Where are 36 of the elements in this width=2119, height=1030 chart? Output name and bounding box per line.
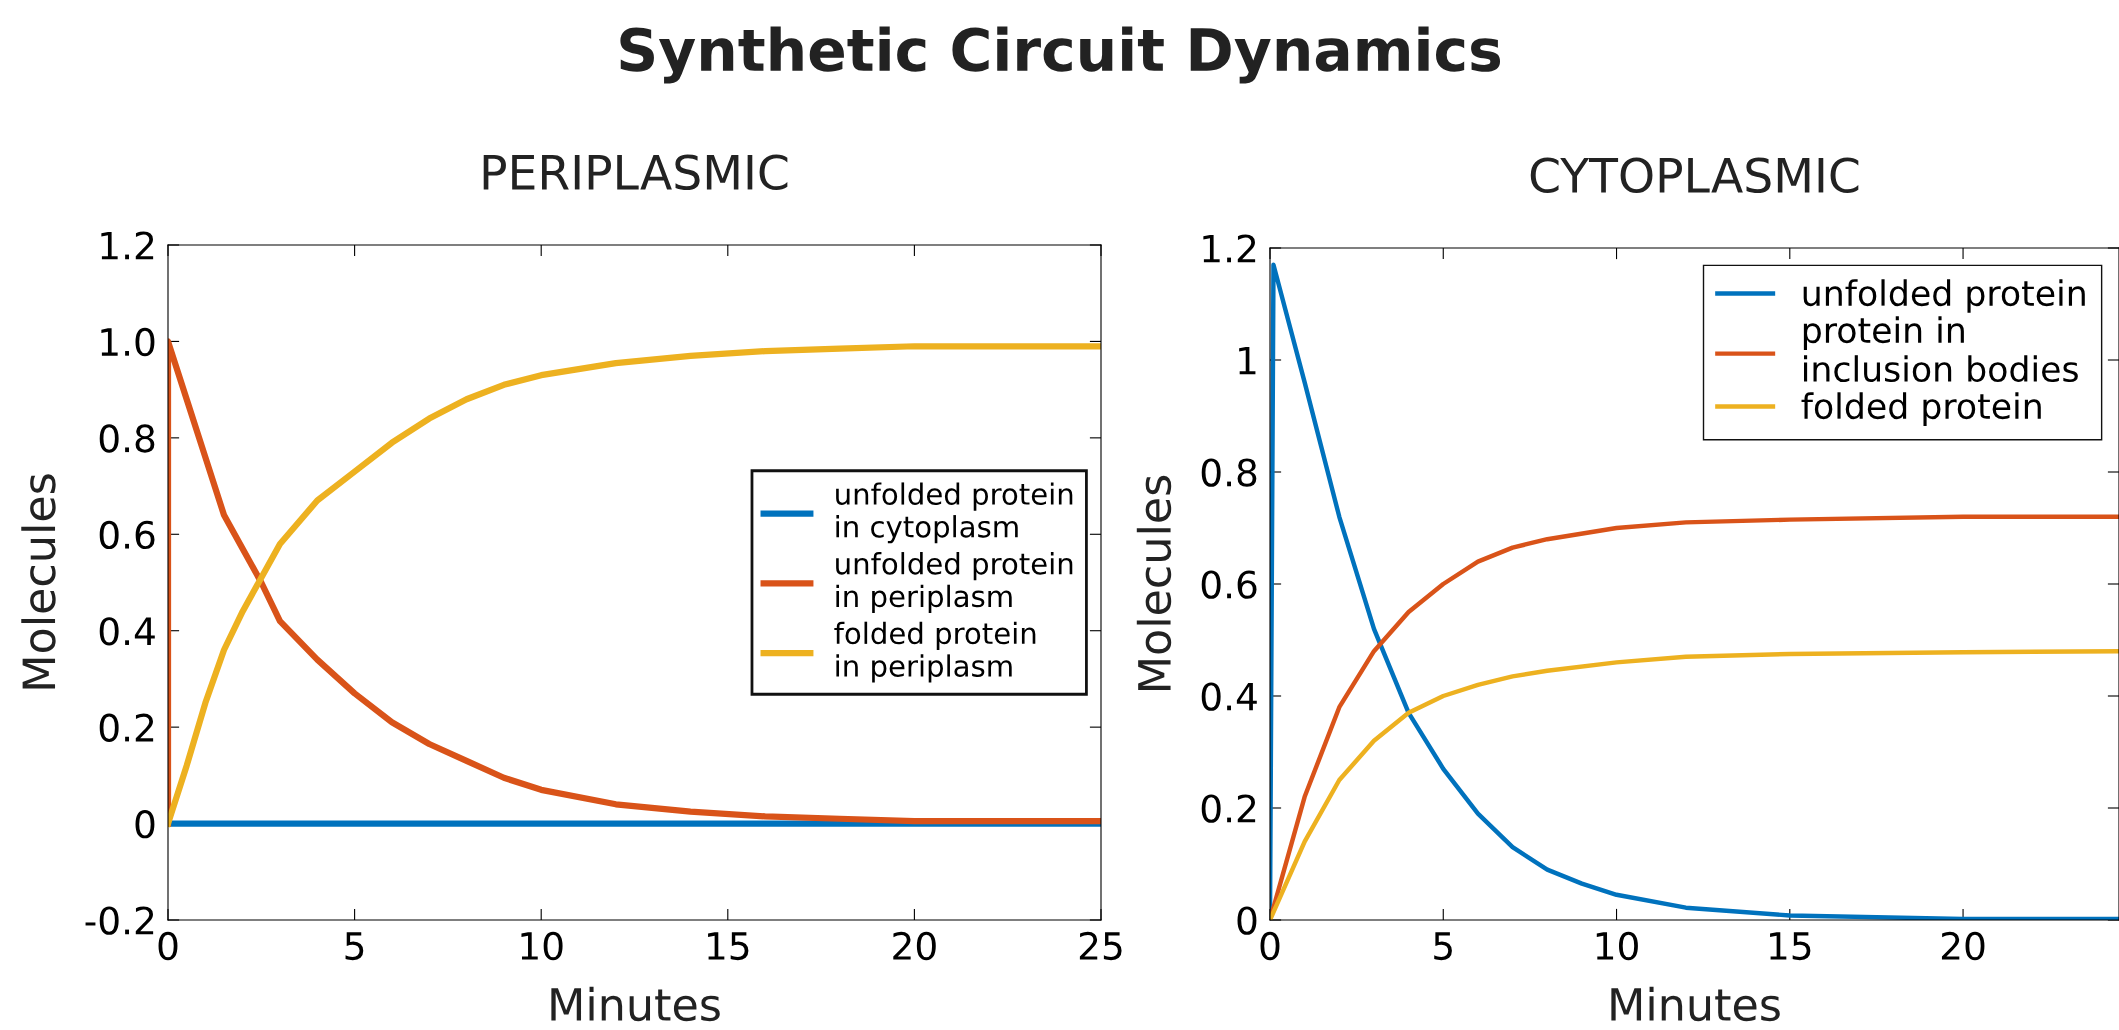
x-tick-label: 25 — [1079, 931, 1122, 961]
chart-subtitle: CYTOPLASMIC — [1530, 157, 1859, 194]
y-tick-label: 0.6 — [1201, 570, 1257, 599]
y-axis-title: Molecules — [21, 474, 56, 689]
x-tick-label: 10 — [1596, 931, 1638, 961]
x-tick-label: 20 — [893, 931, 936, 961]
y-axis-title: Molecules — [1136, 475, 1172, 690]
chart-title: Synthetic Circuit Dynamics — [620, 26, 1501, 84]
legend-label: folded protein — [1801, 392, 2041, 426]
y-tick-label: 1.2 — [1203, 234, 1256, 263]
chart-subtitle: PERIPLASMIC — [483, 154, 788, 191]
x-tick-label: 0 — [158, 931, 178, 961]
y-tick-label: 0 — [135, 809, 155, 839]
x-tick-label: 15 — [1770, 932, 1811, 961]
x-tick-label: 5 — [345, 932, 364, 961]
x-tick-label: 0 — [1260, 931, 1280, 961]
legend-label: folded protein in periplasm — [834, 621, 1036, 683]
y-tick-label: 0.4 — [99, 617, 155, 646]
x-axis-title: Minutes — [551, 986, 720, 1022]
y-tick-label: 0.4 — [1201, 682, 1257, 711]
x-tick-label: 10 — [521, 931, 563, 961]
y-tick-label: 0.8 — [99, 424, 155, 453]
x-tick-label: 5 — [1434, 932, 1452, 961]
y-tick-label: 0.6 — [99, 520, 155, 550]
x-tick-label: 15 — [708, 932, 749, 961]
y-tick-label: 0.2 — [1201, 794, 1256, 823]
y-tick-label: 1.2 — [101, 231, 154, 260]
x-tick-label: 20 — [1941, 931, 1985, 961]
y-tick-label: 0.8 — [1201, 458, 1257, 487]
y-tick-label: 0 — [1237, 906, 1257, 935]
y-tick-label: -0.2 — [85, 906, 154, 935]
legend-label: unfolded protein — [1803, 279, 2085, 313]
y-tick-label: 1 — [1239, 346, 1256, 375]
x-axis-title: Minutes — [1611, 986, 1780, 1022]
y-tick-label: 0.2 — [99, 713, 154, 742]
y-tick-label: 1.0 — [101, 327, 155, 357]
